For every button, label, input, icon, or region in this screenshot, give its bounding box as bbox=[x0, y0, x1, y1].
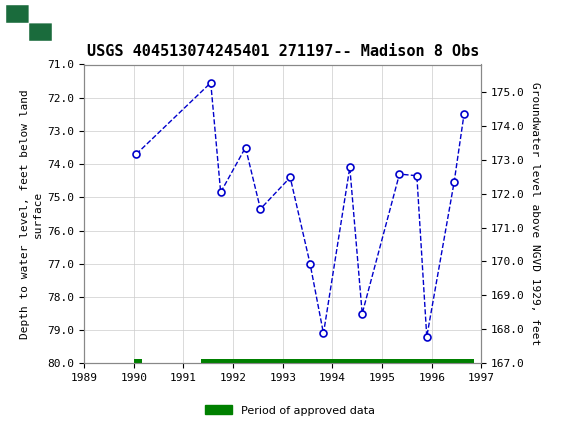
Y-axis label: Depth to water level, feet below land
surface: Depth to water level, feet below land su… bbox=[20, 89, 44, 339]
Text: USGS: USGS bbox=[64, 14, 119, 31]
Title: USGS 404513074245401 271197-- Madison 8 Obs: USGS 404513074245401 271197-- Madison 8 … bbox=[86, 44, 479, 59]
Bar bbox=[201, 359, 474, 368]
Legend: Period of approved data: Period of approved data bbox=[200, 401, 380, 420]
Bar bbox=[6, 4, 29, 22]
Bar bbox=[6, 22, 29, 41]
Bar bbox=[134, 359, 142, 368]
Y-axis label: Groundwater level above NGVD 1929, feet: Groundwater level above NGVD 1929, feet bbox=[531, 82, 541, 346]
Bar bbox=[29, 22, 52, 41]
Bar bbox=[29, 4, 52, 22]
Bar bbox=[6, 4, 52, 41]
